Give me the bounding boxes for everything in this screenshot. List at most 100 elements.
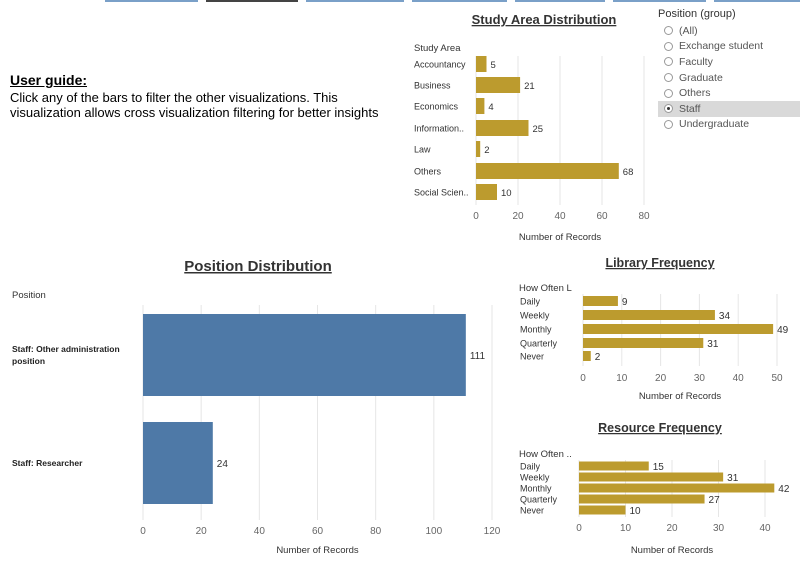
data-label: 27 [709,495,721,506]
category-label[interactable]: Monthly [520,484,552,494]
tick-label: 40 [733,373,745,384]
bar[interactable] [579,461,649,471]
user-guide-text: Click any of the bars to filter the othe… [10,90,379,120]
filter-option[interactable]: Graduate [658,70,800,86]
tick-label: 50 [771,373,783,384]
data-label: 25 [533,124,544,135]
category-label[interactable]: Weekly [520,311,550,321]
tick-label: 40 [554,211,566,222]
filter-option[interactable]: Staff [658,100,800,117]
row-header: Position [12,290,46,301]
category-label-line: position [12,356,45,366]
category-label[interactable]: Monthly [520,325,552,335]
user-guide: User guide: Click any of the bars to fil… [10,72,390,120]
tick-label: 60 [596,211,608,222]
category-label[interactable]: Daily [520,462,541,472]
category-label[interactable]: Others [414,167,442,177]
filter-option[interactable]: Undergraduate [658,117,800,133]
chart-title: Position Distribution [184,258,332,275]
row-header: Study Area [414,43,461,54]
tab-indicator[interactable] [105,0,198,2]
tick-label: 20 [512,211,524,222]
tab-indicator[interactable] [306,0,404,2]
tick-label: 120 [484,526,501,537]
data-label: 9 [622,297,628,308]
filter-option[interactable]: Others [658,85,800,101]
radio-icon[interactable] [664,41,673,51]
bar[interactable] [583,310,715,320]
bar[interactable] [583,338,704,348]
data-label: 111 [470,351,486,362]
tab-indicator[interactable] [515,0,605,2]
filter-title: Position (group) [658,8,736,20]
row-header: How Often .. [519,449,572,460]
radio-icon[interactable] [664,119,673,129]
tick-label: 80 [638,211,650,222]
category-label[interactable]: Staff: Other administration position [12,344,120,366]
user-guide-heading: User guide: [10,72,88,88]
tick-label: 30 [694,373,706,384]
radio-icon[interactable] [664,57,673,67]
category-label[interactable]: Staff: Researcher [12,458,83,468]
bar[interactable] [476,184,497,200]
filter-option[interactable]: Exchange student [658,39,800,55]
x-axis-label: Number of Records [519,232,602,243]
tick-label: 0 [140,526,146,537]
tab-indicator[interactable] [613,0,706,2]
tab-indicator[interactable] [714,0,800,2]
category-label[interactable]: Economics [414,102,459,112]
bar[interactable] [143,422,213,504]
category-label-line: Staff: Other administration [12,344,120,354]
category-label[interactable]: Accountancy [414,60,466,70]
filter-option-label: Staff [679,102,701,115]
category-label[interactable]: Quarterly [520,495,558,505]
tick-label: 20 [196,526,208,537]
filter-option-label: Others [679,87,711,100]
bar[interactable] [476,98,485,114]
filter-option[interactable]: Faculty [658,54,800,70]
category-label[interactable]: Daily [520,297,541,307]
bar[interactable] [476,77,521,93]
tick-label: 0 [473,211,479,222]
bar[interactable] [579,505,626,515]
tick-label: 20 [655,373,667,384]
category-label[interactable]: Social Scien.. [414,188,469,198]
data-label: 4 [488,102,493,113]
category-label[interactable]: Never [520,506,544,516]
bar[interactable] [579,483,775,493]
category-label[interactable]: Never [520,352,544,362]
tab-indicator[interactable] [412,0,507,2]
data-label: 15 [653,462,665,473]
bar[interactable] [476,163,619,179]
bar[interactable] [583,296,618,306]
bar[interactable] [476,120,529,136]
x-axis-label: Number of Records [276,545,359,556]
filter-option[interactable]: (All) [658,23,800,39]
bar[interactable] [583,351,591,361]
bar[interactable] [579,472,724,482]
bar[interactable] [476,141,481,157]
radio-icon[interactable] [664,73,673,83]
category-label[interactable]: Information.. [414,124,464,134]
category-label[interactable]: Quarterly [520,339,558,349]
tick-label: 100 [425,526,442,537]
filter-option-label: Graduate [679,71,723,84]
data-label: 10 [501,188,512,199]
category-label[interactable]: Law [414,145,431,155]
radio-icon[interactable] [664,104,673,114]
filter-option-label: Undergraduate [679,118,750,131]
tick-label: 40 [254,526,266,537]
data-label: 21 [524,81,535,92]
category-label[interactable]: Business [414,81,451,91]
data-label: 68 [623,167,634,178]
radio-icon[interactable] [664,88,673,98]
category-label[interactable]: Weekly [520,473,550,483]
bar[interactable] [583,324,774,334]
bar[interactable] [143,314,466,396]
data-label: 5 [491,60,496,71]
bar[interactable] [476,56,487,72]
bar[interactable] [579,494,705,504]
tab-indicator-active[interactable] [206,0,298,2]
data-label: 49 [777,325,789,336]
radio-icon[interactable] [664,26,673,36]
